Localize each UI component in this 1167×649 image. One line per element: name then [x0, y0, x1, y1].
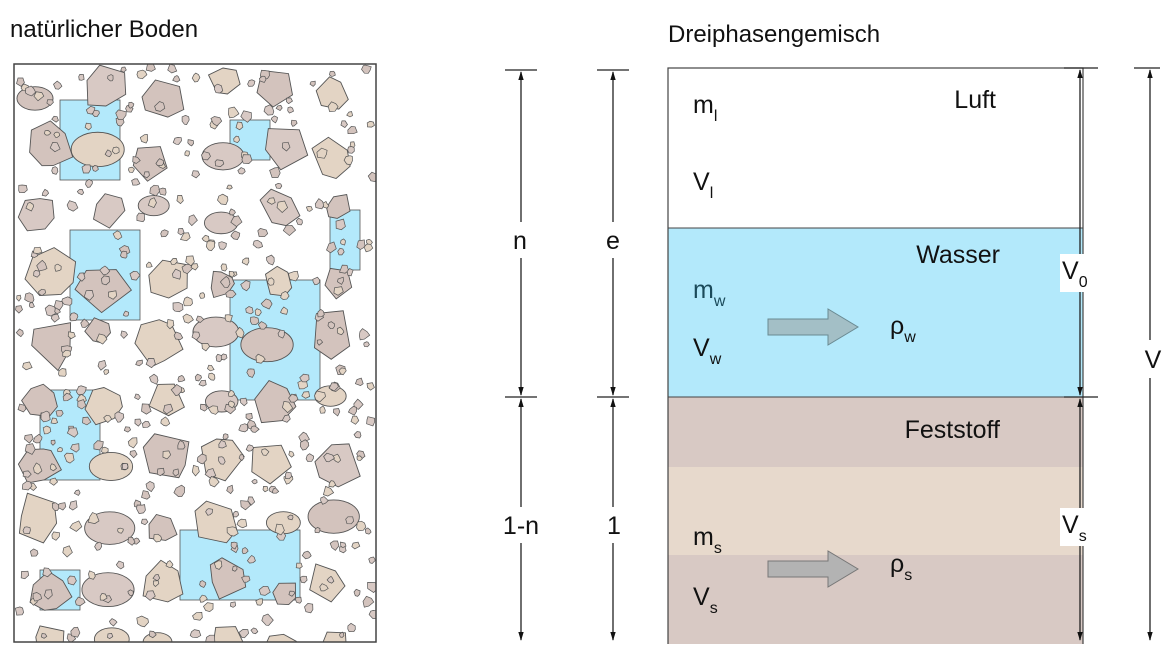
subscript: w: [713, 293, 726, 310]
dim-label: n: [513, 227, 527, 255]
water-phase: [668, 228, 1083, 397]
stone: [120, 251, 127, 258]
solid-phase: [668, 397, 1083, 467]
stone: [250, 317, 259, 325]
stone: [232, 566, 237, 571]
stone: [295, 597, 301, 603]
stone: [364, 342, 370, 347]
right-title: Dreiphasengemisch: [668, 21, 880, 48]
stone: [137, 213, 145, 222]
phase-name: Wasser: [916, 241, 1000, 269]
dim-label: V: [1145, 346, 1162, 374]
stone: [41, 411, 50, 422]
symbol: V: [693, 168, 710, 196]
solid-phase: [668, 555, 1083, 644]
phase-name: Luft: [954, 86, 996, 114]
stone: [341, 239, 346, 245]
stone: [112, 147, 119, 154]
dim-label: 1: [607, 512, 621, 540]
stone: [227, 185, 233, 189]
stone: [33, 247, 42, 253]
subscript: s: [710, 600, 718, 617]
symbol: V: [1062, 257, 1079, 285]
stone: [102, 447, 109, 453]
dim-label: 1-n: [503, 512, 539, 540]
stone: [51, 418, 58, 424]
phase-column: [668, 68, 1083, 644]
symbol: m: [693, 523, 714, 551]
stone: [92, 165, 98, 171]
stone: [173, 303, 183, 312]
stone: [329, 71, 335, 76]
symbol: V: [693, 583, 710, 611]
stone: [296, 563, 302, 568]
stone: [146, 64, 155, 72]
stone: [348, 147, 355, 154]
stone: [122, 463, 128, 469]
stone: [185, 151, 190, 157]
stone: [241, 328, 293, 362]
diagram: natürlicher Boden Dreiphasengemisch Luft…: [0, 0, 1167, 644]
subscript: l: [714, 108, 718, 125]
stone: [200, 293, 205, 299]
stone: [288, 271, 298, 281]
stone: [357, 521, 366, 531]
subscript: 0: [1079, 274, 1088, 291]
stone: [268, 278, 274, 286]
subscript: w: [709, 351, 722, 368]
symbol: V: [693, 334, 710, 362]
stone: [79, 75, 84, 81]
stone: [230, 602, 235, 608]
stone: [70, 313, 78, 321]
symbol: ρ: [890, 550, 904, 578]
symbol: V: [1062, 511, 1079, 539]
stone: [246, 307, 254, 314]
stone: [221, 264, 227, 271]
symbol: ρ: [890, 312, 904, 340]
symbol: m: [693, 276, 714, 304]
subscript: w: [903, 329, 916, 346]
air-phase: [668, 68, 1083, 228]
stone: [23, 527, 30, 534]
stone: [233, 511, 238, 517]
stone: [367, 121, 374, 127]
stone: [275, 183, 281, 188]
symbol: m: [693, 91, 714, 119]
stone: [340, 542, 346, 548]
stone: [346, 517, 354, 524]
stone: [242, 155, 252, 164]
stone: [82, 165, 91, 173]
left-title: natürlicher Boden: [10, 16, 198, 43]
stone: [285, 472, 291, 479]
soil-illustration: [14, 64, 380, 644]
stone: [19, 185, 28, 193]
stone: [128, 167, 134, 172]
subscript: s: [1079, 528, 1087, 545]
subscript: s: [714, 540, 722, 557]
stone: [246, 413, 252, 419]
stone: [52, 167, 58, 175]
stone: [159, 188, 166, 195]
solid-phase: [668, 467, 1083, 555]
stone: [367, 417, 375, 426]
stone: [15, 607, 23, 615]
stone: [354, 589, 360, 596]
subscript: l: [710, 185, 714, 202]
subscript: s: [904, 567, 912, 584]
dim-label: e: [606, 227, 620, 255]
phase-name: Feststoff: [905, 416, 1000, 444]
